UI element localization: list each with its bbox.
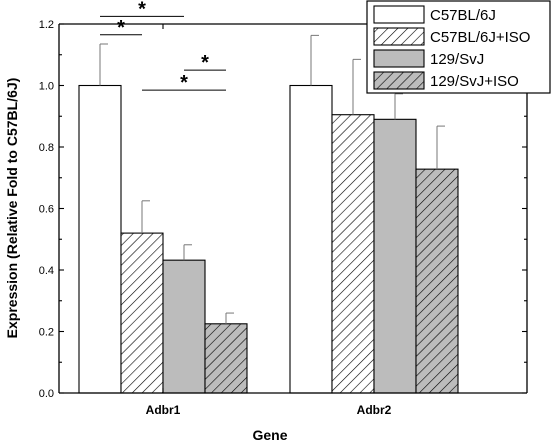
significance-star: * (180, 72, 188, 94)
bar (162, 259, 206, 394)
legend-label: C57BL/6J+ISO (430, 29, 530, 46)
bar (120, 232, 164, 394)
y-tick-label: 0.0 (39, 388, 54, 400)
legend-swatch (373, 71, 425, 90)
bar (373, 118, 417, 394)
x-tick-label: Adbr2 (357, 403, 392, 417)
legend-label: 129/SvJ (430, 51, 484, 68)
y-tick-label: 0.6 (39, 204, 54, 216)
bar (415, 168, 459, 394)
y-axis-title: Expression (Relative Fold to C57BL/6J) (4, 78, 20, 339)
y-tick-label: 0.8 (39, 142, 54, 154)
bar (78, 84, 122, 394)
legend-label: C57BL/6J (430, 7, 496, 24)
bar (289, 84, 333, 394)
y-tick-label: 0.2 (39, 327, 54, 339)
legend-swatch (373, 27, 425, 46)
legend-swatch (373, 5, 425, 24)
bar (204, 323, 248, 394)
legend-label: 129/SvJ+ISO (430, 73, 519, 90)
significance-star: * (201, 52, 209, 74)
y-tick-label: 0.4 (39, 265, 54, 277)
y-tick-label: 1.0 (39, 81, 54, 93)
legend-swatch (373, 49, 425, 68)
x-tick-label: Adbr1 (146, 403, 181, 417)
significance-star: * (117, 17, 125, 39)
y-tick-label: 1.2 (39, 19, 54, 31)
legend: C57BL/6J C57BL/6J+ISO 129/SvJ 129/SvJ+ISO (366, 0, 551, 94)
bar (331, 114, 375, 394)
x-axis-title: Gene (252, 427, 287, 443)
significance-star: * (138, 0, 146, 20)
